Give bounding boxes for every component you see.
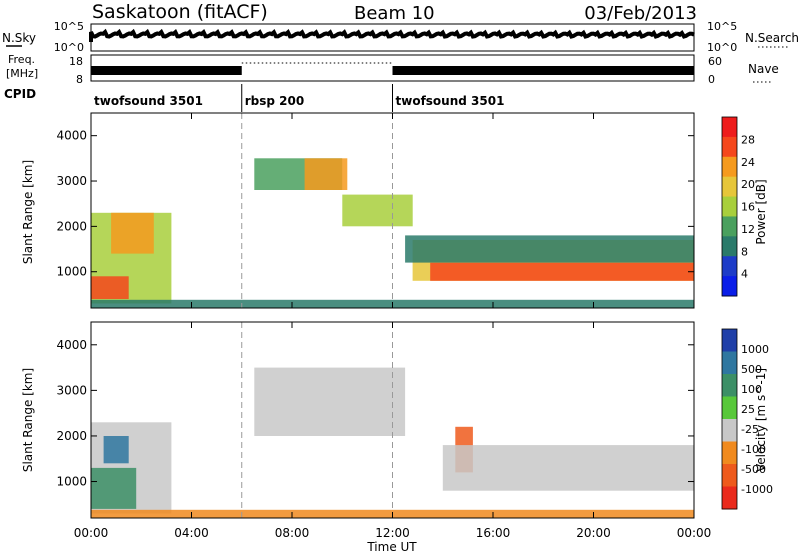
noise-right-label: N.Search [745,31,799,45]
colorbar-tick-label: 4 [741,268,748,281]
x-tick-label: 16:00 [476,526,511,540]
heatmap-cell [111,212,154,254]
y-tick-label: 1000 [56,475,87,489]
x-tick-label: 08:00 [275,526,310,540]
cpid-segment-label: twofsound 3501 [396,94,505,108]
colorbar-swatch [722,136,737,158]
heatmap-cell [91,276,129,299]
colorbar-tick-label: 12 [741,223,755,236]
colorbar-swatch [722,176,737,198]
freq-left-tick-top: 18 [69,55,83,68]
freq-panel: Freq. [MHz] 18 8 60 0 Nave [6,53,779,86]
noise-left-tick-bottom: 10^0 [54,41,84,54]
y-tick-label: 4000 [56,338,87,352]
colorbar-swatch [722,276,737,297]
colorbar-swatch [722,156,737,178]
colorbar-swatch [722,196,737,217]
freq-left-label-2: [MHz] [6,67,38,80]
station-title: Saskatoon (fitACF) [92,1,268,23]
velocity-colorbar: 1000 500 100 25 -25 -100 -500 -1000 [721,328,773,510]
colorbar-tick-label: 100 [741,383,762,396]
colorbar-swatch [722,486,737,510]
cpid-segment-label: twofsound 3501 [94,94,203,108]
heatmap-cell [405,235,694,263]
x-tick-label: 20:00 [576,526,611,540]
date-label: 03/Feb/2013 [584,3,697,24]
colorbar-swatch [722,396,737,420]
freq-right-tick-top: 60 [708,55,722,68]
beam-label: Beam 10 [354,3,435,24]
cpid-row: CPID twofsound 3501 rbsp 200 twofsound 350… [4,84,504,112]
colorbar-swatch [722,351,737,375]
colorbar-swatch [722,419,737,442]
noise-right-tick-top: 10^5 [707,20,737,33]
x-tick-label: 04:00 [174,526,209,540]
noise-sky-trace [89,28,695,42]
colorbar-tick-label: 8 [741,245,748,258]
colorbar-swatch [722,256,737,277]
colorbar-tick-label: 25 [741,403,755,416]
heatmap-cell [254,367,406,436]
freq-left-tick-bottom: 8 [76,73,83,86]
colorbar-tick-label: 28 [741,133,755,146]
colorbar-tick-label: -25 [741,423,759,436]
heatmap-cell [103,436,129,464]
x-tick-label: 00:00 [74,526,109,540]
freq-block [91,66,242,75]
x-tick-label: 12:00 [375,526,410,540]
x-tick-label: 00:00 [677,526,712,540]
y-tick-label: 4000 [56,129,87,143]
freq-left-label-1: Freq. [8,53,35,66]
heatmap-cell [442,445,695,491]
velocity-ylabel: Slant Range [km] [21,368,35,472]
colorbar-swatch [722,329,737,352]
cpid-label: CPID [4,87,36,101]
colorbar-tick-label: -500 [741,463,766,476]
heatmap-cell [342,194,413,227]
power-colorbar: 28 24 20 16 12 8 4 [721,116,755,297]
heatmap-cell [304,158,348,190]
colorbar-tick-label: 16 [741,201,755,214]
y-tick-label: 2000 [56,429,87,443]
power-cbar-label: Power [dB] [754,179,768,244]
y-tick-label: 2000 [56,219,87,233]
velocity-panel: 1000 2000 3000 4000 00:00 04:00 08:00 12:00 16:0… [56,321,712,540]
freq-right-label: Nave [748,62,779,76]
colorbar-swatch [722,216,737,237]
noise-left-tick-top: 10^5 [54,20,84,33]
y-tick-label: 3000 [56,174,87,188]
noise-left-label: N.Sky [2,31,36,45]
heatmap-cell [91,467,137,509]
colorbar-tick-label: 24 [741,156,755,169]
colorbar-swatch [722,374,737,397]
power-ylabel: Slant Range [km] [21,160,35,264]
colorbar-swatch [722,117,737,138]
colorbar-tick-label: -100 [741,443,766,456]
freq-right-tick-bottom: 0 [708,73,715,86]
heatmap-cell [430,262,694,281]
colorbar-tick-label: -1000 [741,483,773,496]
cpid-segment-label: rbsp 200 [245,94,304,108]
colorbar-tick-label: 500 [741,363,762,376]
velocity-cbar-label: Velocity [m s^-1] [754,368,768,472]
power-panel: 1000 2000 3000 4000 [56,112,695,309]
y-tick-label: 1000 [56,265,87,279]
freq-block [392,66,694,75]
colorbar-swatch [722,441,737,465]
y-tick-label: 3000 [56,383,87,397]
noise-panel: N.Sky 10^5 10^0 10^5 10^0 N.Search [2,20,799,54]
colorbar-swatch [722,464,737,487]
noise-right-tick-bottom: 10^0 [707,41,737,54]
time-xlabel: Time UT [366,540,417,554]
colorbar-tick-label: 1000 [741,343,769,356]
colorbar-swatch [722,236,737,257]
colorbar-tick-label: 20 [741,178,755,191]
